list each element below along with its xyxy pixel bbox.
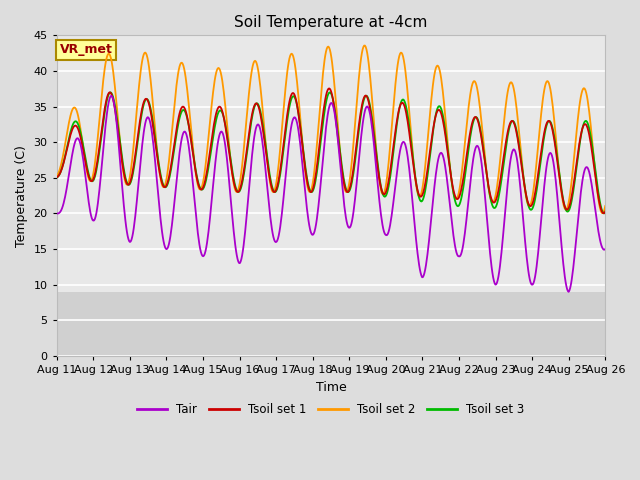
Text: VR_met: VR_met [60,43,113,56]
Tsoil set 3 [63,146,70,152]
Tsoil set 1 [204,164,212,169]
Tair [205,228,212,234]
Tair [176,150,184,156]
Tsoil set 2 [415,192,422,198]
Tsoil set 2 [53,173,61,179]
Line: Tsoil set 1: Tsoil set 1 [57,88,605,213]
Tsoil set 1 [119,166,127,171]
Tsoil set 1 [602,209,609,215]
Line: Tsoil set 2: Tsoil set 2 [57,46,605,213]
Tsoil set 3 [399,97,406,103]
Tsoil set 2 [204,142,212,148]
Tsoil set 3 [602,210,609,216]
Title: Soil Temperature at -4cm: Soil Temperature at -4cm [234,15,428,30]
Tair [602,246,609,252]
Tsoil set 2 [361,43,369,48]
Tsoil set 3 [601,210,609,216]
Tair [63,186,70,192]
Tsoil set 3 [326,89,333,95]
Tsoil set 2 [175,67,182,72]
Tair [564,289,572,295]
X-axis label: Time: Time [316,381,346,394]
Tsoil set 2 [399,51,406,57]
Tair [120,203,128,208]
Tsoil set 3 [204,168,212,174]
Tsoil set 3 [119,162,127,168]
Tsoil set 3 [415,192,422,198]
Legend: Tair, Tsoil set 1, Tsoil set 2, Tsoil set 3: Tair, Tsoil set 1, Tsoil set 2, Tsoil se… [132,398,529,420]
Tsoil set 3 [175,119,182,124]
Tsoil set 1 [175,114,182,120]
Tsoil set 1 [399,100,406,106]
Tsoil set 1 [53,175,61,180]
Tsoil set 1 [600,210,607,216]
Tsoil set 2 [602,203,609,209]
Bar [57,292,605,356]
Tsoil set 2 [63,132,70,138]
Tair [399,140,406,146]
Tsoil set 1 [63,148,70,154]
Y-axis label: Temperature (C): Temperature (C) [15,145,28,247]
Line: Tair: Tair [57,96,605,292]
Tair [415,257,422,263]
Line: Tsoil set 3: Tsoil set 3 [57,92,605,213]
Tsoil set 2 [598,210,606,216]
Tsoil set 1 [415,190,422,196]
Tsoil set 2 [119,168,127,173]
Tsoil set 1 [325,85,333,91]
Tair [53,211,61,216]
Tsoil set 3 [53,175,61,180]
Tair [108,93,115,99]
